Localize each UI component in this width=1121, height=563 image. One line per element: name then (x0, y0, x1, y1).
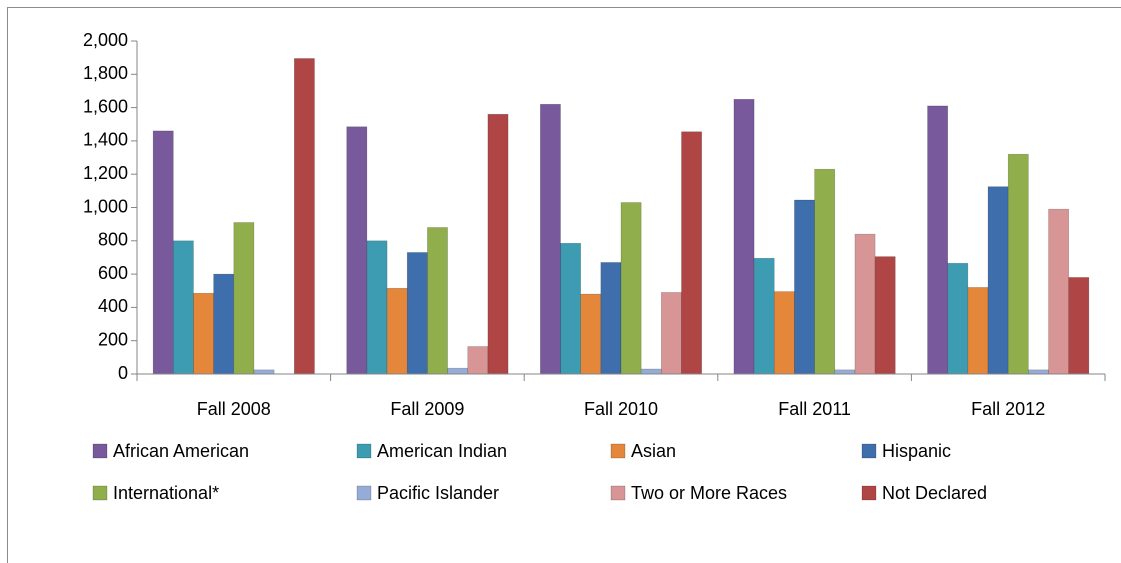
legend-swatch (92, 485, 108, 501)
y-tick-label: 1,800 (83, 63, 128, 83)
legend-swatch (92, 443, 108, 459)
bar (773, 291, 795, 375)
bar (947, 262, 969, 375)
legend-label: African American (113, 441, 249, 461)
y-tick-label: 1,200 (83, 163, 128, 183)
legend-swatch (610, 443, 626, 459)
bar (927, 105, 948, 375)
bar (427, 227, 448, 375)
y-tick-label: 1,600 (83, 96, 128, 116)
bar (794, 199, 815, 375)
bar (152, 130, 174, 375)
legend-label: Asian (631, 441, 676, 461)
bar (1028, 369, 1049, 375)
bar (661, 292, 682, 375)
y-tick-label: 600 (98, 263, 128, 283)
bar (447, 367, 469, 375)
bar (620, 202, 642, 375)
bar (834, 369, 856, 375)
y-tick-label: 200 (98, 329, 128, 349)
legend-swatch (610, 485, 626, 501)
legend-label: Two or More Races (631, 483, 787, 503)
bar (987, 186, 1009, 375)
legend-label: Pacific Islander (377, 483, 499, 503)
y-tick-label: 400 (98, 296, 128, 316)
chart-border (7, 7, 1121, 563)
bar (366, 240, 388, 375)
bar (293, 58, 315, 375)
bar (193, 292, 214, 375)
legend-swatch (861, 485, 877, 501)
bar (560, 242, 581, 375)
bar (814, 168, 836, 375)
bar (487, 113, 509, 375)
x-tick-label: Fall 2008 (197, 399, 271, 419)
bar (213, 273, 235, 375)
y-tick-label: 2,000 (83, 30, 128, 50)
y-tick-label: 1,000 (83, 196, 128, 216)
legend-label: International* (113, 483, 219, 503)
bar (346, 126, 368, 375)
bar (173, 240, 194, 375)
legend-swatch (356, 485, 372, 501)
bar (467, 346, 489, 375)
bar (753, 257, 775, 375)
bar (253, 369, 275, 375)
bar (854, 233, 876, 375)
x-tick-label: Fall 2009 (390, 399, 464, 419)
legend-label: American Indian (377, 441, 507, 461)
x-tick-label: Fall 2010 (584, 399, 658, 419)
bar (540, 103, 561, 375)
legend-label: Not Declared (882, 483, 987, 503)
bar (233, 222, 255, 375)
y-tick-label: 0 (118, 363, 128, 383)
legend-label: Hispanic (882, 441, 951, 461)
x-tick-label: Fall 2011 (778, 399, 851, 419)
bar (1068, 277, 1090, 375)
bar (681, 131, 702, 375)
bar (1048, 208, 1069, 375)
bar (733, 98, 755, 375)
bar (640, 368, 662, 375)
bar (386, 287, 408, 375)
bar (600, 262, 622, 375)
x-tick-label: Fall 2012 (971, 399, 1045, 419)
bar (406, 252, 428, 375)
legend-swatch (356, 443, 372, 459)
y-tick-label: 800 (98, 230, 128, 250)
bar (1007, 153, 1029, 375)
y-tick-label: 1,400 (83, 130, 128, 150)
bar (967, 287, 989, 375)
legend-swatch (861, 443, 877, 459)
bar (580, 293, 602, 375)
bar (874, 256, 896, 375)
